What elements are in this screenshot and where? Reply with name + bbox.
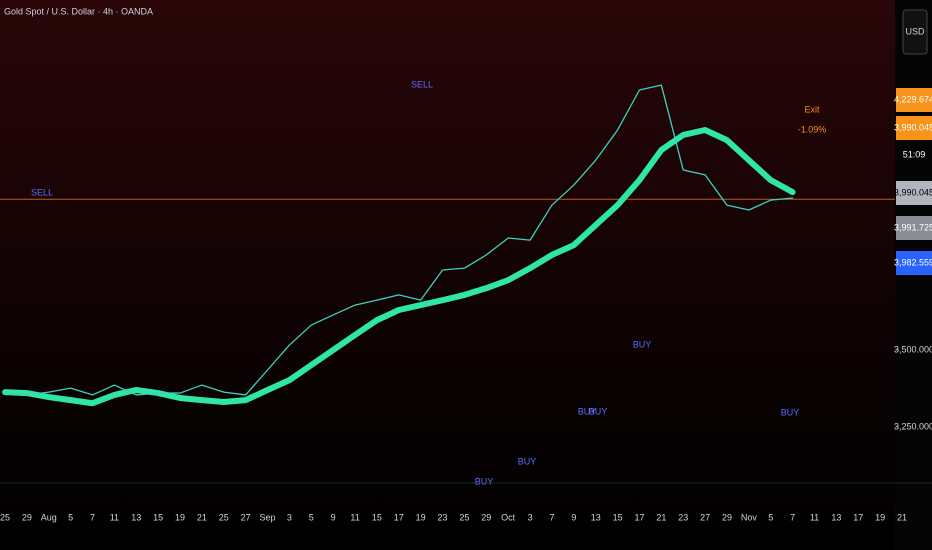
x-tick-label: 5 [68, 512, 73, 522]
x-tick-label: 7 [549, 512, 554, 522]
annotation: -1.09% [798, 124, 827, 134]
x-tick-label: 13 [831, 512, 841, 522]
x-tick-label: 19 [875, 512, 885, 522]
annotation: BUY [518, 456, 537, 466]
x-tick-label: 15 [613, 512, 623, 522]
x-tick-label: 3 [528, 512, 533, 522]
annotation: SELL [31, 187, 53, 197]
y-tick-label: 3,250.000 [894, 421, 932, 431]
x-tick-label: 19 [416, 512, 426, 522]
x-tick-label: 29 [22, 512, 32, 522]
x-tick-label: 19 [175, 512, 185, 522]
x-tick-label: Sep [260, 512, 276, 522]
x-tick-label: 5 [309, 512, 314, 522]
x-tick-label: 23 [678, 512, 688, 522]
x-tick-label: Nov [741, 512, 758, 522]
price-label: 3,990.045 [894, 122, 932, 132]
price-label-box [896, 88, 932, 112]
price-label-box [896, 251, 932, 275]
annotation: BUY [781, 407, 800, 417]
x-tick-label: 7 [790, 512, 795, 522]
x-tick-label: 17 [634, 512, 644, 522]
x-tick-label: 5 [768, 512, 773, 522]
currency-label: USD [905, 26, 925, 36]
x-tick-label: 27 [241, 512, 251, 522]
x-tick-label: 29 [481, 512, 491, 522]
x-tick-label: 21 [656, 512, 666, 522]
x-tick-label: Aug [41, 512, 57, 522]
x-tick-label: 21 [897, 512, 907, 522]
x-tick-label: 7 [90, 512, 95, 522]
x-tick-label: Oct [501, 512, 516, 522]
x-tick-label: 29 [722, 512, 732, 522]
annotation: BUY [589, 406, 608, 416]
x-tick-label: 17 [853, 512, 863, 522]
x-tick-label: 9 [571, 512, 576, 522]
x-tick-label: 21 [197, 512, 207, 522]
series-line [2, 127, 796, 407]
chart-title: Gold Spot / U.S. Dollar · 4h · OANDA [4, 6, 153, 16]
price-label-box [896, 116, 932, 140]
x-tick-label: 27 [700, 512, 710, 522]
x-tick-label: 25 [459, 512, 469, 522]
price-label: 3,982.559 [894, 257, 932, 267]
price-label: 3,990.045 [894, 187, 932, 197]
annotation: BUY [633, 339, 652, 349]
price-label-box [896, 181, 932, 205]
x-tick-label: 13 [131, 512, 141, 522]
x-tick-label: 3 [287, 512, 292, 522]
x-tick-label: 15 [372, 512, 382, 522]
x-tick-label: 25 [219, 512, 229, 522]
price-label: 3,991.725 [894, 222, 932, 232]
annotation: BUY [475, 476, 494, 486]
x-tick-label: 11 [110, 512, 119, 522]
annotation: BUY [578, 406, 597, 416]
annotation: Exit [804, 104, 820, 114]
price-label-box [896, 216, 932, 240]
x-tick-label: 25 [0, 512, 10, 522]
annotation: SELL [411, 79, 433, 89]
price-label: 4,229.674 [894, 94, 932, 104]
countdown: 51:09 [903, 149, 926, 159]
x-tick-label: 15 [153, 512, 163, 522]
y-tick-label: 3,500.000 [894, 344, 932, 354]
series-line [4, 84, 794, 396]
x-tick-label: 11 [810, 512, 819, 522]
x-tick-label: 11 [350, 512, 359, 522]
x-tick-label: 17 [394, 512, 404, 522]
x-tick-label: 9 [331, 512, 336, 522]
currency-button[interactable] [902, 9, 928, 55]
x-tick-label: 13 [591, 512, 601, 522]
x-tick-label: 23 [438, 512, 448, 522]
